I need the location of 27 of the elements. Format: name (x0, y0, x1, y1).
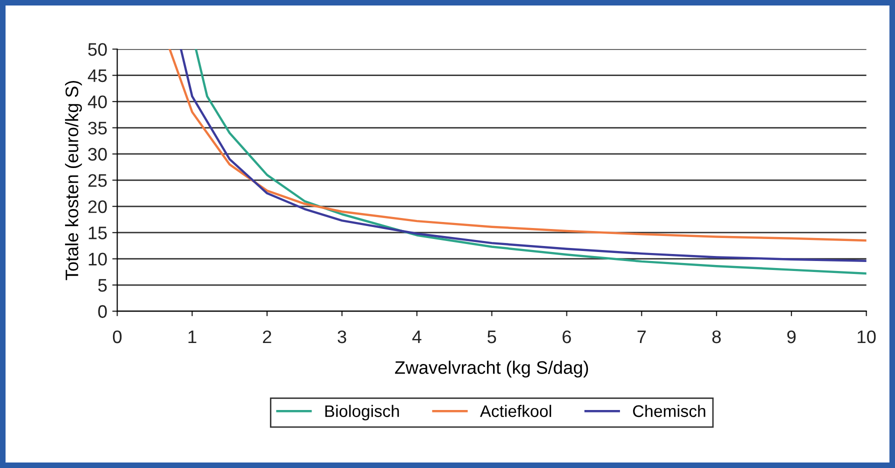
x-tick-label: 3 (338, 330, 346, 344)
y-tick-label: 20 (88, 200, 107, 214)
legend-label: Chemisch (633, 404, 706, 418)
legend-label: Actiefkool (480, 404, 552, 418)
y-tick-label: 0 (98, 305, 107, 318)
x-tick-label: 9 (787, 330, 796, 344)
x-tick-label: 6 (562, 330, 571, 344)
y-tick-label: 15 (88, 226, 107, 240)
x-tick-label: 5 (488, 330, 496, 344)
y-tick-label: 10 (88, 252, 107, 266)
y-tick-label: 25 (88, 174, 107, 187)
y-tick-label: 5 (98, 279, 107, 292)
y-tick-label: 40 (88, 95, 107, 108)
y-tick-label: 35 (88, 122, 107, 134)
x-tick-label: 4 (412, 330, 422, 344)
y-tick-label: 30 (88, 148, 107, 161)
x-tick-label: 7 (638, 330, 646, 344)
y-tick-label: 45 (88, 69, 107, 82)
x-tick-label: 1 (188, 330, 196, 344)
y-tick-label: 50 (88, 43, 107, 56)
legend-label: Biologisch (325, 404, 399, 420)
x-tick-label: 10 (858, 330, 876, 344)
x-axis-title: Zwavelvracht (kg S/dag) (395, 360, 588, 378)
x-tick-label: 0 (112, 330, 122, 344)
x-tick-label: 8 (712, 330, 721, 344)
x-tick-label: 2 (262, 330, 272, 344)
y-axis-title: Totale kosten (euro/kg S) (65, 80, 82, 280)
